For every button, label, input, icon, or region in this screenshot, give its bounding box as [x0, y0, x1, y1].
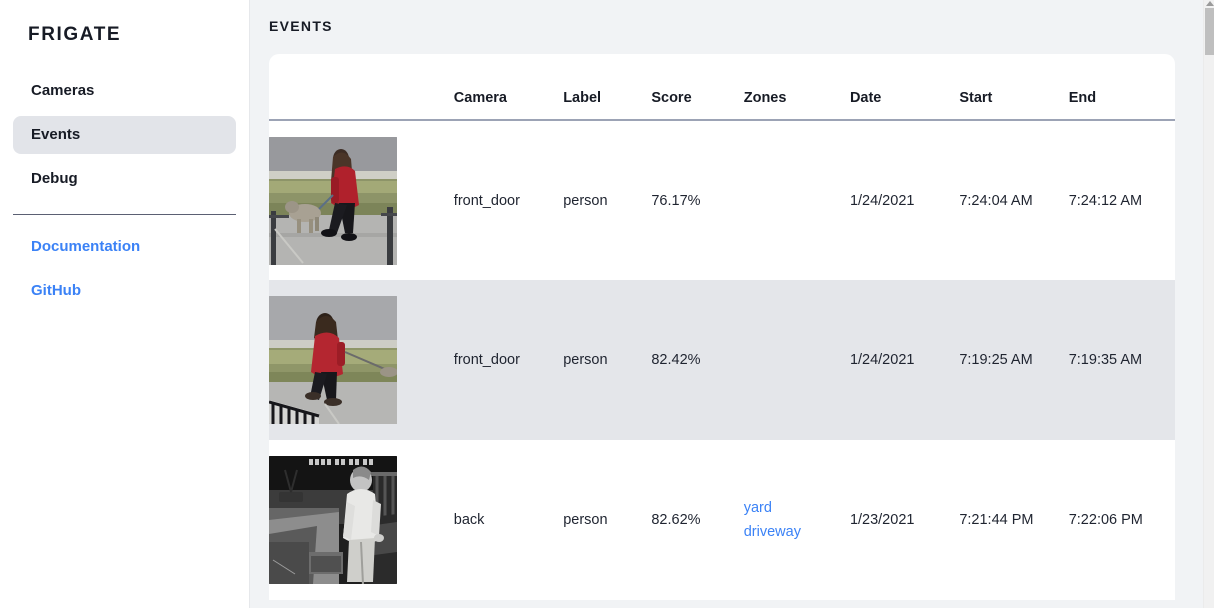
event-label[interactable]: person	[563, 280, 652, 440]
events-card: Camera Label Score Zones Date Start End	[269, 54, 1175, 600]
table-row[interactable]: front_door person 76.17% 1/24/2021 7:24:…	[269, 120, 1175, 280]
page-title: EVENTS	[269, 18, 333, 34]
table-row[interactable]: back person 82.62% yard driveway 1/23/20…	[269, 440, 1175, 600]
sidebar: FRIGATE Cameras Events Debug Documentati…	[0, 0, 250, 608]
sidebar-nav: Cameras Events Debug	[0, 72, 249, 198]
event-zones	[743, 280, 850, 440]
events-table-head: Camera Label Score Zones Date Start End	[269, 54, 1175, 120]
column-header-end[interactable]: End	[1068, 90, 1097, 106]
event-label[interactable]: person	[563, 512, 608, 528]
scroll-up-arrow-icon[interactable]	[1206, 1, 1214, 6]
sidebar-item-debug[interactable]: Debug	[31, 170, 78, 187]
events-table: Camera Label Score Zones Date Start End	[269, 54, 1175, 600]
brand-title: FRIGATE	[28, 24, 122, 45]
event-thumbnail-image[interactable]	[269, 296, 397, 424]
page-scrollbar[interactable]	[1203, 0, 1214, 608]
event-label[interactable]: person	[563, 192, 608, 209]
column-header-camera[interactable]: Camera	[453, 90, 507, 106]
event-thumbnail-image[interactable]	[269, 456, 397, 584]
event-camera[interactable]: front_door	[453, 192, 520, 209]
events-table-body: front_door person 76.17% 1/24/2021 7:24:…	[269, 120, 1175, 600]
event-date: 1/24/2021	[849, 280, 960, 440]
event-date: 1/23/2021	[849, 512, 915, 528]
main-content: EVENTS Camera Label Score Zones Date Sta…	[250, 0, 1214, 608]
event-start-time: 7:24:04 AM	[959, 192, 1033, 209]
column-header-thumbnail	[269, 54, 454, 120]
event-date: 1/24/2021	[849, 192, 915, 209]
column-header-zones[interactable]: Zones	[743, 90, 787, 106]
table-header-row: Camera Label Score Zones Date Start End	[269, 54, 1175, 120]
event-start-time: 7:21:44 PM	[959, 512, 1034, 528]
table-row[interactable]: front_door person 82.42% 1/24/2021 7:19:…	[269, 280, 1175, 440]
event-score: 76.17%	[651, 192, 701, 209]
event-end-time: 7:24:12 AM	[1068, 192, 1143, 209]
column-header-date[interactable]: Date	[849, 90, 882, 106]
event-zone-item[interactable]: driveway	[743, 524, 801, 540]
event-start-time: 7:19:25 AM	[959, 280, 1069, 440]
event-thumbnail-cell[interactable]	[269, 120, 454, 280]
sidebar-external-links: Documentation GitHub	[0, 229, 249, 309]
event-thumbnail-image[interactable]	[269, 136, 397, 265]
sidebar-item-cameras[interactable]: Cameras	[31, 82, 95, 99]
scrollbar-thumb[interactable]	[1205, 8, 1214, 55]
event-zones: yard driveway	[744, 440, 850, 600]
event-zone-item[interactable]: yard	[743, 500, 772, 516]
event-thumbnail-cell[interactable]	[269, 280, 454, 440]
event-end-time: 7:22:06 PM	[1068, 512, 1143, 528]
column-header-label[interactable]: Label	[563, 90, 602, 106]
sidebar-item-events[interactable]: Events	[13, 116, 236, 154]
event-score: 82.62%	[651, 512, 701, 528]
event-zones	[744, 120, 850, 280]
event-camera[interactable]: front_door	[453, 280, 564, 440]
event-end-time: 7:19:35 AM	[1068, 280, 1175, 440]
column-header-score[interactable]: Score	[651, 90, 692, 106]
event-score: 82.42%	[651, 280, 744, 440]
event-camera[interactable]: back	[453, 512, 485, 528]
sidebar-link-documentation[interactable]: Documentation	[31, 238, 141, 255]
event-thumbnail-cell[interactable]	[269, 440, 454, 600]
sidebar-divider	[13, 214, 236, 215]
column-header-start[interactable]: Start	[959, 90, 993, 106]
sidebar-link-github[interactable]: GitHub	[31, 282, 81, 299]
